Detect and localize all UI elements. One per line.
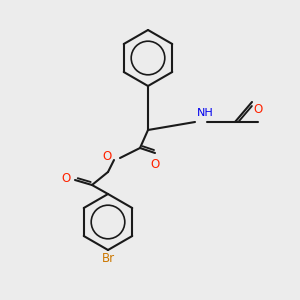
Text: O: O bbox=[103, 149, 112, 163]
Text: O: O bbox=[62, 172, 71, 185]
Text: NH: NH bbox=[197, 108, 214, 118]
Text: Br: Br bbox=[101, 252, 115, 265]
Text: O: O bbox=[253, 103, 262, 116]
Text: O: O bbox=[150, 158, 160, 171]
